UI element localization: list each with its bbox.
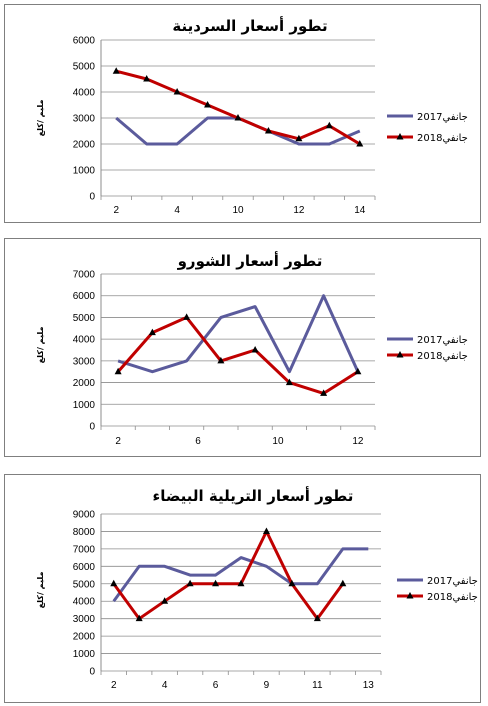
x-tick-label: 4	[162, 680, 168, 691]
series-2018-line	[115, 69, 361, 146]
series-2018-point	[356, 140, 364, 147]
chart-panel-sardine: تطور أسعار السردينة 0 1000 2000 3000 4000 5000…	[4, 4, 481, 223]
series-2018-point	[143, 75, 151, 82]
x-tick-label: 2	[111, 680, 117, 691]
series-2017-line	[115, 116, 361, 146]
y-axis-label: مليم /كلغ	[36, 327, 45, 364]
series-2018-point	[204, 101, 212, 108]
y-tick-label: 4000	[73, 335, 96, 346]
y-tick-label: 6000	[73, 562, 96, 573]
y-axis-label: مليم /كلغ	[36, 100, 45, 137]
y-tick-label: 4000	[73, 597, 96, 608]
series-2018-point	[264, 127, 272, 134]
y-tick-label: 9000	[73, 510, 96, 521]
legend-label-2018: جانفي2018	[427, 592, 478, 603]
legend-marker-2018	[406, 592, 414, 599]
legend-label-2018: جانفي2018	[417, 351, 468, 362]
x-tick-label: 12	[352, 436, 364, 447]
y-tick-label: 0	[89, 192, 95, 203]
series-2018-point	[148, 328, 156, 336]
chart-title: تطور أسعار السردينة	[172, 16, 327, 35]
x-tick-label: 2	[115, 436, 121, 447]
chart-panel-white-trilia: تطور أسعار التريلية البيضاء 0 1000 2000 3000…	[4, 474, 481, 703]
series-2018-point	[114, 367, 122, 375]
y-tick-label: 8000	[73, 527, 96, 538]
y-tick-label: 0	[89, 422, 95, 433]
x-tick-label: 6	[213, 680, 219, 691]
y-tick-label: 5000	[73, 313, 96, 324]
series-2018-point	[285, 378, 293, 386]
series-2018-point	[112, 67, 120, 74]
y-tick-label: 1000	[73, 166, 96, 177]
series-2018-point	[135, 614, 143, 622]
x-tick-label: 9	[264, 680, 270, 691]
x-tick-label: 4	[174, 205, 180, 216]
y-tick-label: 0	[89, 667, 95, 678]
series-2018-point	[339, 579, 347, 587]
x-tick-label: 14	[354, 205, 366, 216]
x-tick-label: 6	[195, 436, 201, 447]
y-tick-label: 2000	[73, 140, 96, 151]
series-2018-point	[325, 121, 333, 129]
x-tick-label: 12	[293, 205, 305, 216]
series-2018-point	[183, 313, 191, 320]
series-2018-point	[320, 389, 328, 396]
series-2017-line	[117, 294, 360, 374]
legend-marker-2018	[396, 133, 404, 140]
series-2018-point	[313, 614, 321, 622]
series-2018-point	[354, 367, 362, 375]
y-tick-label: 3000	[73, 614, 96, 625]
legend-label-2017: جانفي2017	[417, 335, 468, 346]
chart-chourou: تطور أسعار الشورو 0 1000 2000 3000 4000 5000 60…	[36, 251, 468, 447]
y-tick-label: 3000	[73, 356, 96, 367]
y-tick-label: 6000	[73, 36, 96, 47]
chart-sardine: تطور أسعار السردينة 0 1000 2000 3000 4000 5000…	[36, 16, 468, 216]
x-tick-label: 13	[363, 680, 375, 691]
legend-label-2017: جانفي2017	[417, 112, 468, 123]
series-2018-point	[161, 597, 169, 604]
series-2018-point	[212, 579, 220, 587]
x-tick-label: 10	[272, 436, 284, 447]
series-2018-point	[251, 346, 259, 353]
y-tick-label: 2000	[73, 632, 96, 643]
y-tick-label: 7000	[73, 270, 96, 281]
chart-title: تطور أسعار الشورو	[177, 251, 323, 270]
y-tick-label: 1000	[73, 649, 96, 660]
series-2018-point	[173, 88, 181, 95]
legend-label-2017: جانفي2017	[427, 576, 478, 587]
y-tick-label: 5000	[73, 579, 96, 590]
series-2018-point	[288, 579, 296, 587]
series-2018-point	[237, 579, 245, 587]
series-2018-point	[217, 356, 225, 364]
y-tick-label: 6000	[73, 291, 96, 302]
y-tick-label: 4000	[73, 88, 96, 99]
chart-panel-chourou: تطور أسعار الشورو 0 1000 2000 3000 4000 5000 60…	[4, 238, 481, 457]
chart-white-trilia: تطور أسعار التريلية البيضاء 0 1000 2000 3000…	[36, 486, 478, 691]
y-tick-label: 5000	[73, 62, 96, 73]
series-2018-point	[186, 579, 194, 587]
x-tick-label: 11	[312, 680, 323, 691]
chart-title: تطور أسعار التريلية البيضاء	[153, 486, 354, 505]
legend-marker-2018	[396, 351, 404, 358]
x-tick-label: 2	[113, 205, 119, 216]
legend-label-2018: جانفي2018	[417, 133, 468, 144]
y-tick-label: 7000	[73, 544, 96, 555]
y-tick-label: 2000	[73, 378, 96, 389]
x-tick-label: 10	[232, 205, 244, 216]
series-2018-point	[262, 527, 270, 534]
y-axis-label: مليم /كلغ	[36, 572, 45, 609]
series-2018-point	[234, 114, 242, 121]
series-2018-line	[116, 315, 359, 395]
series-2017-line	[112, 547, 369, 603]
y-tick-label: 1000	[73, 400, 96, 411]
series-2018-line	[112, 529, 345, 621]
y-tick-label: 3000	[73, 114, 96, 125]
series-2018-point	[295, 134, 303, 142]
series-2018-point	[110, 579, 118, 587]
